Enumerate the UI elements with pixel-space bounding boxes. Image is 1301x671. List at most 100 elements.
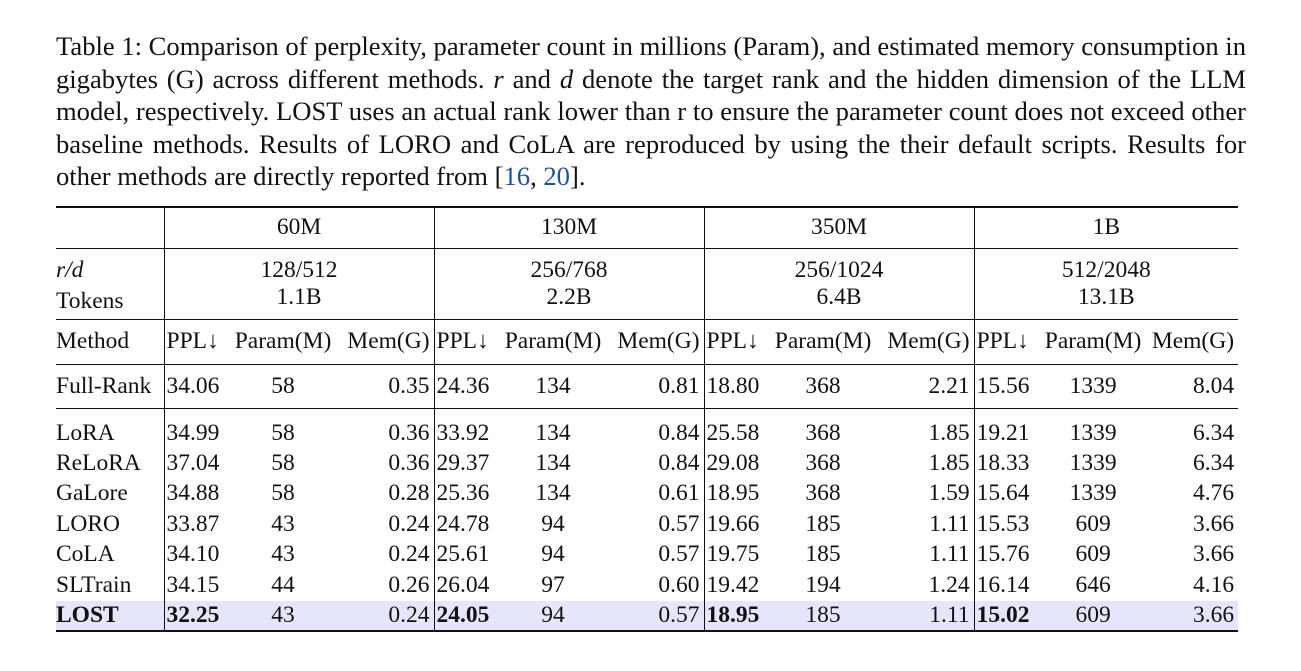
table-cell: 1.24 xyxy=(928,571,970,598)
table-cell: 18.33 xyxy=(973,448,1039,479)
rd-value: 256/1024 xyxy=(703,247,975,284)
metric-header: PPL↓ xyxy=(703,318,769,364)
table-cell: 94 xyxy=(541,510,565,537)
table-cell: 94 xyxy=(541,541,565,568)
table-cell: 0.26 xyxy=(388,571,430,598)
table-cell: 15.02 xyxy=(973,600,1039,632)
table-cell: 646 xyxy=(1075,571,1111,598)
table-cell: 18.95 xyxy=(703,600,769,632)
table-cell: 1.11 xyxy=(929,510,970,537)
method-name: LOST xyxy=(56,600,164,632)
table-cell: 18.95 xyxy=(703,478,769,509)
table-cell: 0.84 xyxy=(658,449,700,476)
method-name: LORO xyxy=(56,510,120,537)
table-cell: 0.61 xyxy=(658,480,700,507)
rd-value: 256/768 xyxy=(433,247,705,284)
table-cell: 609 xyxy=(1075,510,1111,537)
table-cell: 3.66 xyxy=(1148,600,1239,632)
table-cell: 1339 xyxy=(1069,449,1117,476)
table-cell: 1339 xyxy=(1069,480,1117,507)
metric-header: PPL↓ xyxy=(433,318,499,364)
metric-header: Param(M) xyxy=(1038,318,1149,364)
table-cell: 34.88 xyxy=(163,478,228,509)
model-size-header: 60M xyxy=(163,206,435,248)
table-cell: 15.76 xyxy=(973,539,1039,570)
table-cell: 33.87 xyxy=(163,509,228,540)
table-cell: 19.66 xyxy=(703,509,769,540)
table-cell: 18.80 xyxy=(703,363,769,408)
table-cell: 58 xyxy=(271,449,295,476)
table-cell: 2.21 xyxy=(878,363,975,408)
metric-header: Mem(G) xyxy=(878,318,975,364)
table-cell: 368 xyxy=(768,363,879,408)
table-cell: 0.36 xyxy=(388,449,430,476)
table-cell: 19.75 xyxy=(703,539,769,570)
table-cell: 134 xyxy=(535,480,571,507)
table-cell: 0.28 xyxy=(388,480,430,507)
citation-link[interactable]: 16 xyxy=(503,161,531,192)
table-cell: 368 xyxy=(805,480,841,507)
model-size-header: 1B xyxy=(973,206,1239,248)
table-cell: 3.66 xyxy=(1192,541,1235,568)
metric-header: Param(M) xyxy=(228,318,338,364)
table-cell: 6.34 xyxy=(1192,449,1235,476)
table-cell: 0.57 xyxy=(658,541,700,568)
table-cell: 0.36 xyxy=(338,407,435,448)
table-cell: 368 xyxy=(768,407,879,448)
table-cell: 185 xyxy=(768,600,879,632)
table-cell: 94 xyxy=(498,600,609,632)
table-cell: 25.58 xyxy=(703,407,769,448)
table-cell: 25.61 xyxy=(433,539,499,570)
method-header: Method xyxy=(56,318,164,364)
table-cell: 368 xyxy=(805,449,841,476)
table-cell: 97 xyxy=(541,571,565,598)
metric-header: Mem(G) xyxy=(1148,318,1239,364)
table-cell: 24.36 xyxy=(433,363,499,408)
table-cell: 3.66 xyxy=(1192,510,1235,537)
table-cell: 37.04 xyxy=(163,448,228,479)
table-cell: 29.37 xyxy=(433,448,499,479)
table-cell: 0.24 xyxy=(338,600,435,632)
method-name: Full-Rank xyxy=(56,363,164,408)
table-cell: 58 xyxy=(271,480,295,507)
metric-header: Mem(G) xyxy=(608,318,705,364)
table-cell: 194 xyxy=(805,571,841,598)
table-cell: 15.64 xyxy=(973,478,1039,509)
rd-value: 128/512 xyxy=(163,247,435,284)
table-cell: 43 xyxy=(228,600,338,632)
table-cell: 609 xyxy=(1075,541,1111,568)
table-cell: 0.57 xyxy=(608,600,705,632)
table-cell: 24.05 xyxy=(433,600,499,632)
model-size-header: 130M xyxy=(433,206,705,248)
tokens-value: 6.4B xyxy=(703,283,975,319)
table-caption: Table 1: Comparison of perplexity, param… xyxy=(56,30,1246,193)
header-corner xyxy=(56,206,164,248)
table-cell: 1.85 xyxy=(928,449,970,476)
method-name: LoRA xyxy=(56,407,164,448)
metric-header: Param(M) xyxy=(768,318,879,364)
caption-text: and xyxy=(503,63,560,94)
citation-link[interactable]: 20 xyxy=(543,161,570,192)
table-cell: 15.56 xyxy=(973,363,1039,408)
rd-value: 512/2048 xyxy=(973,247,1239,284)
method-name: CoLA xyxy=(56,541,115,568)
table-cell: 24.78 xyxy=(433,509,499,540)
rd-label: r/d xyxy=(56,247,164,284)
results-table: 60M 130M 350M 1B r/d 128/512 256/768 256/1024 51… xyxy=(56,206,1239,632)
metric-header: Param(M) xyxy=(498,318,609,364)
method-name: SLTrain xyxy=(56,571,132,598)
caption-d-var: d xyxy=(559,63,574,94)
tokens-label: Tokens xyxy=(56,287,124,314)
table-cell: 0.60 xyxy=(658,571,700,598)
table-cell: 134 xyxy=(498,407,609,448)
tokens-value: 1.1B xyxy=(163,283,435,319)
table-cell: 34.15 xyxy=(163,570,228,601)
table-cell: 19.21 xyxy=(973,407,1039,448)
table-cell: 185 xyxy=(805,541,841,568)
method-name: GaLore xyxy=(56,480,128,507)
table-cell: 0.24 xyxy=(388,510,430,537)
table-cell: 609 xyxy=(1038,600,1149,632)
table-cell: 32.25 xyxy=(163,600,228,632)
table-cell: 33.92 xyxy=(433,407,499,448)
table-cell: 0.35 xyxy=(338,363,435,408)
